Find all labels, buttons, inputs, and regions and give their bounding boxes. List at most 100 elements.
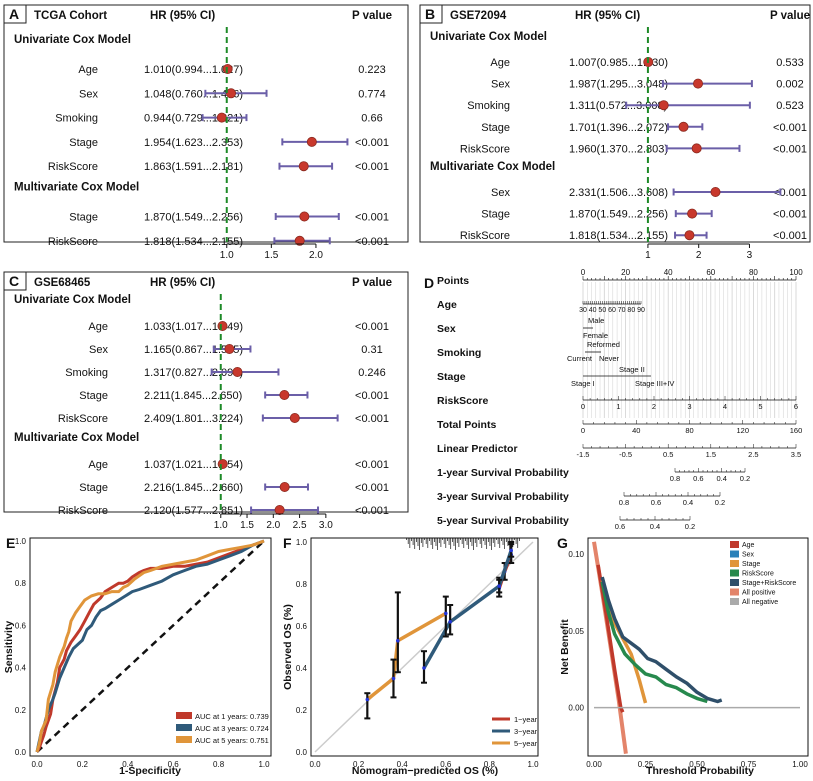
- x-tick-label: 0.25: [638, 760, 654, 769]
- x-tick-label: 0.4: [397, 760, 409, 769]
- section-title: Multivariate Cox Model: [14, 182, 139, 194]
- legend-label: 3−year: [514, 727, 538, 736]
- x-tick-label: 1.00: [792, 760, 808, 769]
- nomogram-row-label: Stage: [437, 371, 466, 383]
- calibration-point: [509, 548, 513, 553]
- hr-text: 1.818(1.534...2.155): [569, 230, 668, 242]
- section-title: Univariate Cox Model: [14, 34, 131, 46]
- age-tick-label: 30: [579, 307, 587, 314]
- row-label: Stage: [69, 212, 98, 224]
- row-label: RiskScore: [460, 230, 510, 242]
- hr-point: [691, 143, 702, 154]
- y-tick-label: 0.6: [15, 621, 27, 630]
- points-tick-label: 80: [749, 268, 758, 277]
- scale-tick-label: 0.2: [715, 498, 725, 507]
- hr-point: [289, 412, 300, 423]
- hr-point: [232, 366, 243, 377]
- stage-level-label: Stage I: [571, 379, 595, 388]
- p-value: <0.001: [355, 236, 389, 248]
- panel-letter-box: [3, 271, 27, 291]
- row-label: RiskScore: [48, 161, 98, 173]
- row-label: Sex: [79, 88, 98, 100]
- roc-curve: [35, 539, 265, 753]
- p-value: <0.001: [773, 230, 807, 242]
- hr-text: 1.818(1.534...2.155): [144, 236, 243, 248]
- p-value: <0.001: [355, 137, 389, 149]
- hr-text: 1.317(0.827...2.098): [144, 367, 243, 379]
- hr-point: [279, 481, 290, 492]
- dca-curve: [596, 564, 625, 713]
- p-value: <0.001: [773, 122, 807, 134]
- hr-point: [658, 100, 669, 111]
- scale-tick-label: 4: [723, 402, 727, 411]
- calibration-point: [448, 620, 452, 624]
- scale-tick-label: 2.5: [748, 450, 758, 459]
- p-header: P value: [770, 10, 810, 22]
- forest-panel-C: C GSE68465 HR (95% CI) P value Univariate Co…: [3, 271, 409, 531]
- nomogram-row-label: Age: [437, 299, 457, 311]
- p-value: 0.66: [361, 113, 382, 125]
- hr-point: [226, 88, 237, 99]
- x-tick-label: 2.0: [309, 250, 323, 261]
- x-tick-label: 1.0: [527, 760, 539, 769]
- p-value: <0.001: [355, 482, 389, 494]
- nomogram-row-label: Smoking: [437, 347, 481, 359]
- points-tick-label: 60: [706, 268, 715, 277]
- nomogram-row-label: Linear Predictor: [437, 443, 518, 455]
- legend-label: 1−year: [514, 715, 538, 724]
- calibration-point: [497, 584, 502, 588]
- hr-point: [710, 186, 721, 197]
- scale-tick-label: 0.8: [670, 474, 680, 483]
- hr-header: HR (95% CI): [150, 10, 215, 22]
- row-label: Smoking: [55, 113, 98, 125]
- scale-tick-label: 5: [758, 402, 762, 411]
- row-label: Age: [88, 321, 108, 333]
- p-value: <0.001: [355, 413, 389, 425]
- nomogram-row-label: 1-year Survival Probability: [437, 467, 569, 479]
- panel-letter-box: [3, 4, 27, 24]
- hr-text: 2.216(1.845...2.660): [144, 482, 243, 494]
- x-tick-label: 3.0: [319, 520, 333, 531]
- hr-point: [684, 230, 695, 241]
- p-value: <0.001: [355, 459, 389, 471]
- diagonal-reference: [36, 540, 265, 753]
- hr-text: 1.954(1.623...2.353): [144, 137, 243, 149]
- legend-label: Stage: [742, 561, 760, 568]
- hr-text: 1.987(1.295...3.048): [569, 79, 668, 91]
- x-tick-label: 0.4: [122, 760, 134, 769]
- legend-label: RiskScore: [742, 571, 774, 578]
- x-tick-label: 0.8: [484, 760, 496, 769]
- hr-point: [217, 320, 228, 331]
- hr-text: 1.165(0.867...1.565): [144, 344, 243, 356]
- scale-tick-label: 0.6: [651, 498, 661, 507]
- y-tick-label: 0.4: [296, 664, 308, 673]
- age-tick-label: 50: [598, 307, 606, 314]
- hr-text: 1.033(1.017...1.049): [144, 321, 243, 333]
- hr-text: 1.960(1.370...2.803): [569, 143, 668, 155]
- x-tick-label: 0.0: [309, 760, 321, 769]
- x-tick-label: 0.2: [77, 760, 89, 769]
- scale-tick-label: 0.4: [683, 498, 693, 507]
- roc-panel: E 0.0 0.0 0.2 0.2 0.4 0.4 0.6 0.6 0.8 0.8 1.0 1.0 1-S…: [3, 535, 272, 777]
- scale-tick-label: 0.5: [663, 450, 673, 459]
- hr-point: [298, 161, 309, 172]
- cohort-title: GSE68465: [34, 277, 91, 289]
- scale-tick-label: 3.5: [791, 450, 801, 459]
- scale-tick-label: 80: [685, 426, 693, 435]
- scale-tick-label: 0.8: [619, 498, 629, 507]
- points-tick-label: 40: [664, 268, 673, 277]
- x-axis-title: 1-Specificity: [119, 765, 181, 777]
- panel-letter: D: [424, 275, 434, 291]
- y-tick-label: 0.0: [296, 748, 308, 757]
- p-value: <0.001: [355, 321, 389, 333]
- smoking-level-label: Never: [599, 354, 620, 363]
- p-header: P value: [352, 10, 392, 22]
- sex-level-label: Female: [583, 331, 608, 340]
- x-axis-title: Nomogram−predicted OS (%): [352, 765, 498, 777]
- section-title: Univariate Cox Model: [14, 294, 131, 306]
- scale-tick-label: 160: [790, 426, 803, 435]
- forest-panel-B: B GSE72094 HR (95% CI) P value Univariate Co…: [419, 4, 811, 261]
- legend-label: All positive: [742, 590, 776, 597]
- y-axis-title: Sensitivity: [3, 621, 15, 674]
- age-tick-label: 40: [589, 307, 597, 314]
